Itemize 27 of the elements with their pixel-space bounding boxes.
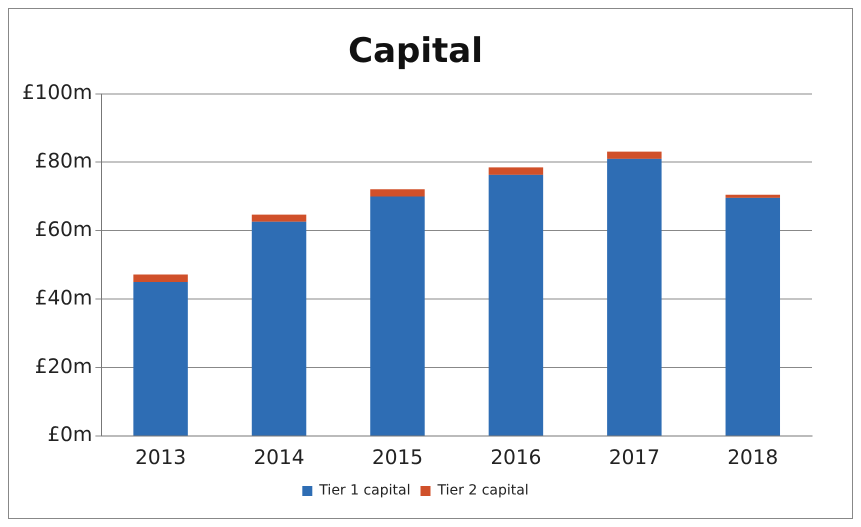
- chart-title: Capital: [348, 31, 483, 72]
- x-tick-label: 2018: [727, 445, 778, 470]
- legend-label: Tier 2 capital: [436, 482, 529, 499]
- bar: [488, 174, 544, 436]
- bar: [370, 189, 425, 196]
- bar: [370, 196, 425, 436]
- x-tick-label: 2013: [135, 445, 186, 470]
- y-tick-label: £80m: [34, 148, 92, 172]
- x-tick-label: 2017: [608, 445, 660, 470]
- y-tick-label: £0m: [47, 422, 92, 446]
- bar: [607, 158, 662, 436]
- x-tick-label: 2016: [490, 445, 542, 470]
- bar: [726, 194, 780, 198]
- y-tick-label: £100m: [22, 80, 92, 104]
- y-tick-label: £40m: [34, 285, 92, 310]
- bar: [252, 222, 306, 436]
- x-tick-label: 2015: [372, 445, 423, 470]
- bar: [726, 198, 780, 436]
- bar: [133, 282, 188, 436]
- x-tick-label: 2014: [254, 445, 304, 470]
- legend-label: Tier 1 capital: [318, 482, 411, 499]
- y-tick-label: £20m: [34, 354, 92, 378]
- bar: [607, 152, 662, 159]
- bar: [488, 167, 544, 175]
- bar: [133, 274, 188, 282]
- bar: [252, 214, 306, 222]
- y-tick-label: £60m: [34, 216, 92, 241]
